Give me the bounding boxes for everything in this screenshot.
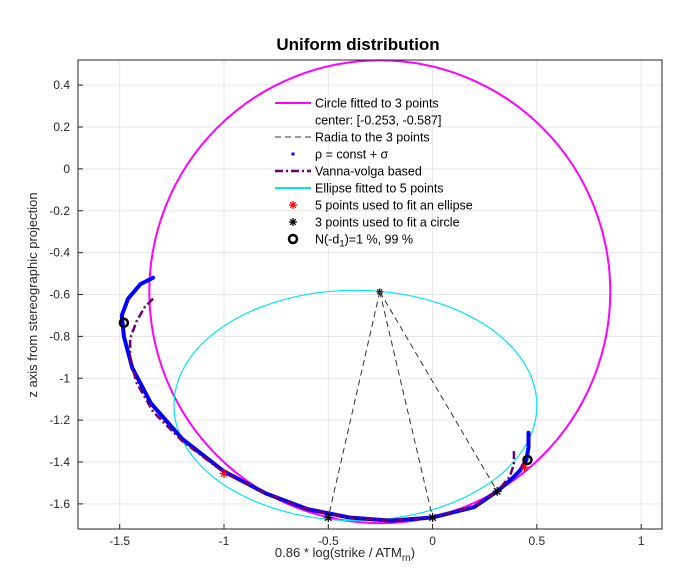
y-tick-label: 0 [63,162,70,176]
ellipse-fit-point [219,469,229,479]
legend-entry-label: ρ = const + σ [315,148,388,162]
x-tick-label: 0.5 [529,534,546,548]
circle-center-point [376,288,384,296]
fitted-ellipse [173,289,538,522]
x-axis-label: 0.86 * log(strike / ATMrn) [275,545,415,564]
x-tick-label: -1.5 [109,534,130,548]
x-tick-label: -1 [219,534,230,548]
legend-entry-label: center: [-0.253, -0.587] [315,114,441,128]
y-tick-label: -0.8 [49,329,70,343]
y-tick-label: -1.4 [49,455,70,469]
legend: Circle fitted to 3 points center: [-0.253… [275,97,473,250]
y-tick-label: -1.2 [49,413,70,427]
legend-swatch-star [289,218,297,226]
y-axis-ticks: 0.4 0.2 0 -0.2 -0.4 -0.6 -0.8 -1 -1.2 -1.4 -1.6 [49,78,83,511]
legend-swatch-star [289,201,297,209]
grid-lines [78,60,662,529]
y-tick-label: 0.2 [53,120,70,134]
legend-entry-label: 5 points used to fit an ellipse [315,199,473,213]
y-tick-label: -0.6 [49,288,70,302]
circle-fit-point [492,486,502,496]
plot-content [118,59,612,525]
x-tick-label: 1 [638,534,645,548]
legend-entry-label: Radia to the 3 points [315,131,430,145]
legend-swatch-dot [291,152,295,156]
circle-fit-point [428,512,438,522]
chart-title: Uniform distribution [276,35,439,54]
radius-line [379,291,498,492]
ellipse-fit-point [519,462,529,472]
x-axis-ticks: -1.5 -1 -0.5 0 0.5 1 [109,524,645,548]
nd1-point [118,317,130,329]
y-tick-label: -0.4 [49,246,70,260]
x-tick-label: 0 [429,534,436,548]
legend-swatch-circle [287,233,299,245]
legend-entry-label: Ellipse fitted to 5 points [315,182,444,196]
nd1-point [522,454,533,466]
y-tick-label: -0.2 [49,204,70,218]
radius-line [327,291,381,518]
circle-fit-point [323,512,333,522]
legend-entry-label: N(-d1)=1 %, 99 % [315,233,413,250]
radius-line [379,291,434,518]
y-axis-label: z axis from stereographic projection [25,192,40,397]
legend-entry-label: Circle fitted to 3 points [315,97,439,111]
legend-entry-label: Vanna-volga based [315,165,422,179]
y-tick-label: 0.4 [53,78,70,92]
y-tick-label: -1 [59,371,70,385]
legend-entry-label: 3 points used to fit a circle [315,216,460,230]
x-tick-label: -0.5 [318,534,339,548]
y-tick-label: -1.6 [49,497,70,511]
